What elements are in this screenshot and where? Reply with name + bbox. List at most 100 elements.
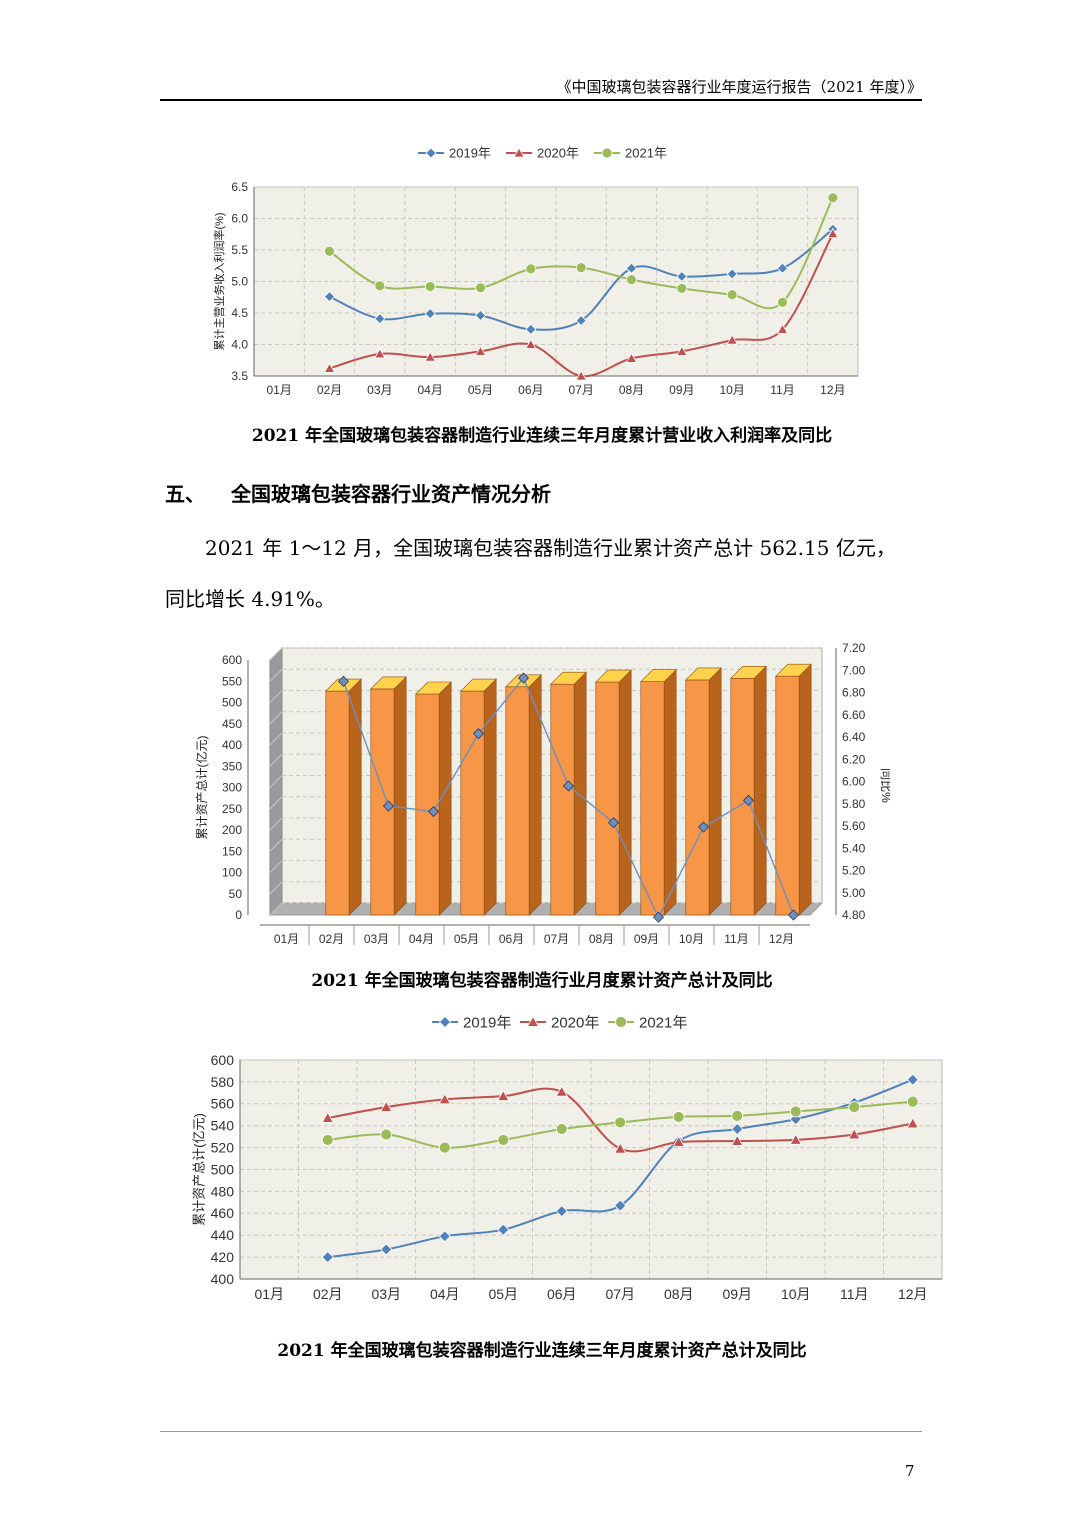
data-point	[575, 314, 587, 327]
data-point	[497, 1223, 510, 1236]
data-point	[438, 1230, 451, 1243]
y-tick-label: 400	[222, 738, 242, 752]
bar-front	[640, 681, 665, 916]
data-point	[555, 1205, 568, 1218]
bar-front	[460, 690, 485, 916]
data-point	[614, 1116, 627, 1129]
data-point	[474, 309, 487, 322]
x-tick-label: 01月	[266, 383, 291, 397]
data-point	[525, 323, 537, 335]
y-tick-label: 4.0	[231, 338, 248, 352]
x-tick-label: 06月	[499, 932, 524, 946]
footer-rule	[160, 1431, 922, 1432]
bar-side	[573, 671, 587, 916]
growth-point	[607, 817, 620, 829]
data-point	[575, 370, 587, 381]
data-point	[614, 1142, 627, 1154]
x-tick-label: 10月	[719, 383, 744, 397]
x-tick-label: 11月	[770, 383, 794, 397]
y-axis-label: 累计资产总计(亿元)	[192, 1113, 207, 1226]
x-tick-label: 09月	[722, 1286, 752, 1302]
bar-front	[370, 688, 395, 916]
y-axis-label: 累计主营业务收入利润率(%)	[212, 212, 226, 350]
running-header: 《中国玻璃包装容器行业年度运行报告（2021 年度）》	[556, 78, 922, 96]
data-point	[525, 338, 537, 349]
y2-tick-label: 5.20	[842, 864, 866, 878]
bar-top	[775, 663, 812, 677]
legend-label: 2020年	[537, 146, 579, 161]
data-point	[676, 270, 688, 283]
gridline-side	[269, 796, 283, 810]
bar-side	[798, 663, 812, 916]
y-tick-label: 250	[222, 802, 242, 816]
x-tick-label: 09月	[634, 932, 659, 946]
y2-tick-label: 5.80	[842, 797, 866, 811]
bar-top	[415, 681, 452, 695]
y-tick-label: 6.5	[231, 180, 248, 194]
x-tick-label: 06月	[547, 1286, 577, 1302]
y-tick-label: 450	[222, 717, 242, 731]
x-tick-label: 05月	[488, 1286, 518, 1302]
data-point	[827, 192, 839, 204]
bar-front	[415, 693, 440, 916]
legend-marker	[438, 1015, 452, 1029]
data-point	[906, 1073, 919, 1086]
data-point	[575, 262, 587, 274]
x-tick-label: 11月	[724, 932, 748, 946]
x-tick-label: 05月	[454, 932, 479, 946]
legend-marker	[615, 1016, 627, 1028]
y-tick-label: 560	[211, 1096, 235, 1112]
data-point	[777, 296, 788, 308]
y-tick-label: 4.5	[231, 306, 248, 320]
page-number: 7	[905, 1462, 915, 1480]
data-point	[848, 1101, 861, 1113]
gridline-side	[269, 881, 283, 895]
chart2-caption: 2021 年全国玻璃包装容器制造行业月度累计资产总计及同比	[311, 971, 773, 991]
y-tick-label: 520	[211, 1140, 235, 1156]
y-tick-label: 300	[222, 781, 242, 795]
x-tick-label: 04月	[417, 383, 442, 397]
y-tick-label: 3.5	[231, 369, 248, 383]
growth-point	[562, 780, 575, 792]
x-tick-label: 12月	[820, 383, 845, 397]
y-tick-label: 420	[211, 1249, 235, 1265]
bar-side	[663, 668, 677, 916]
data-point	[497, 1134, 510, 1146]
y2-tick-label: 4.80	[842, 908, 866, 922]
x-tick-label: 08月	[589, 932, 614, 946]
legend-label: 2020年	[551, 1014, 599, 1031]
data-point	[625, 262, 638, 274]
data-point	[324, 245, 335, 257]
bar-top	[640, 669, 677, 682]
x-tick-label: 12月	[769, 932, 794, 946]
y-tick-label: 540	[211, 1118, 235, 1134]
data-point	[614, 1199, 627, 1212]
gridline-side	[269, 647, 283, 661]
y-tick-label: 440	[211, 1227, 235, 1243]
data-point	[776, 323, 789, 334]
gridline-side	[269, 838, 283, 852]
data-point	[374, 280, 386, 292]
gridline-side	[269, 902, 283, 916]
data-point	[321, 1111, 334, 1123]
assets-bar-chart: 0 50 100 150 200 250 300 350 400 450 500 550 600 4.80…	[194, 641, 890, 946]
gridline-side	[269, 753, 283, 767]
data-point	[438, 1141, 451, 1154]
y2-tick-label: 5.60	[842, 819, 866, 833]
data-point	[497, 1089, 510, 1101]
data-point	[789, 1105, 802, 1118]
legend-marker	[526, 1015, 540, 1027]
data-point	[726, 334, 738, 345]
bar-side	[753, 665, 767, 916]
data-point	[475, 282, 486, 294]
y2-tick-label: 5.00	[842, 886, 866, 900]
legend-label: 2021年	[625, 146, 667, 161]
legend-label: 2019年	[463, 1014, 511, 1031]
x-tick-label: 01月	[274, 932, 299, 946]
data-point	[438, 1093, 451, 1105]
data-point	[321, 1251, 334, 1264]
series-line-2021年	[328, 197, 834, 310]
growth-point	[472, 728, 485, 740]
y-tick-label: 200	[222, 823, 242, 837]
growth-point	[517, 672, 530, 684]
